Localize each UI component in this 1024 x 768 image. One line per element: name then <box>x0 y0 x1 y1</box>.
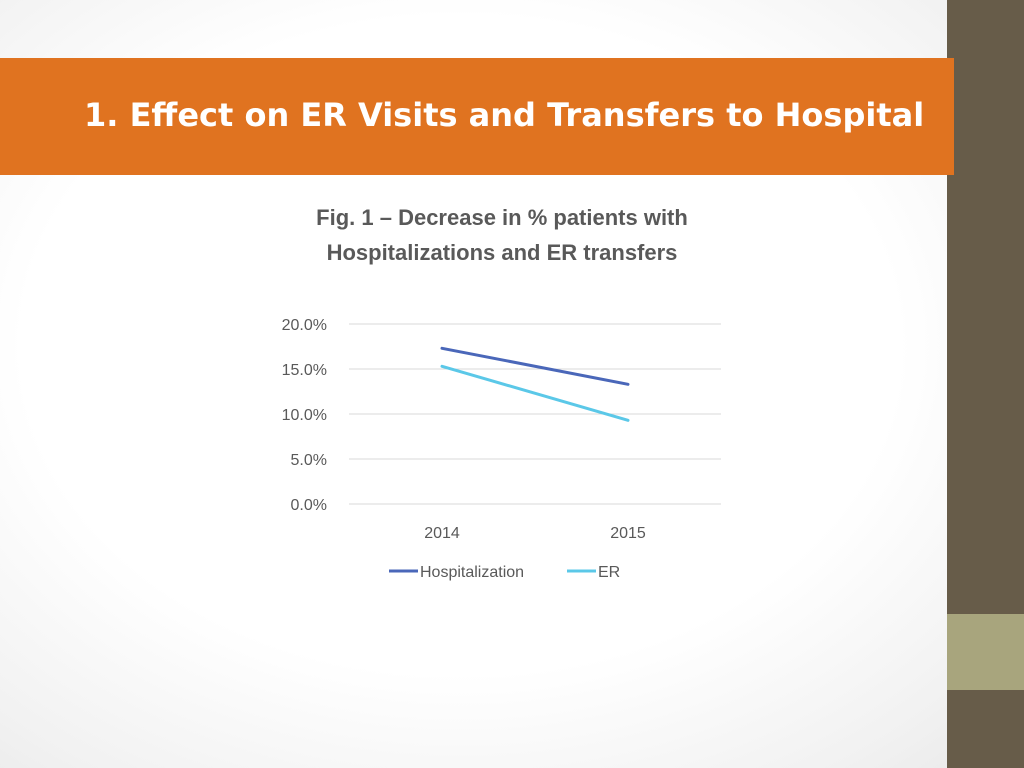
series-lines <box>440 346 630 422</box>
title-bar <box>0 58 954 175</box>
series-line-er <box>440 364 630 422</box>
y-axis-tick-labels: 0.0% 5.0% 10.0% 15.0% 20.0% <box>282 317 327 514</box>
y-tick-label: 10.0% <box>282 407 327 424</box>
y-tick-label: 5.0% <box>291 452 327 469</box>
y-tick-label: 20.0% <box>282 317 327 334</box>
legend-label: Hospitalization <box>420 564 524 581</box>
gridlines <box>349 323 721 505</box>
x-tick-label: 2015 <box>610 525 646 542</box>
x-axis-tick-labels: 2014 2015 <box>424 525 646 542</box>
legend-label: ER <box>598 564 620 581</box>
slide-title: 1. Effect on ER Visits and Transfers to … <box>84 96 925 134</box>
chart-title: Fig. 1 – Decrease in % patients with Hos… <box>316 205 688 265</box>
y-tick-label: 15.0% <box>282 362 327 379</box>
x-tick-label: 2014 <box>424 525 460 542</box>
series-line-hospitalization <box>440 346 630 386</box>
legend: Hospitalization ER <box>389 564 620 581</box>
y-tick-label: 0.0% <box>291 497 327 514</box>
sidebar-accent-block <box>947 614 1024 690</box>
